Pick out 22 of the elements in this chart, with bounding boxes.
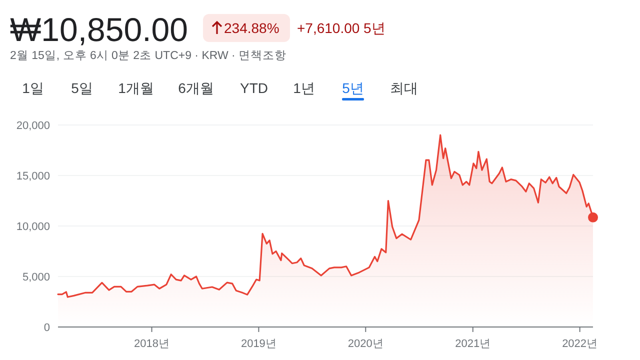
- text: 1개월: [118, 80, 154, 96]
- x-tick-label: 2020년: [348, 338, 384, 350]
- y-tick-label: 5,000: [22, 272, 50, 284]
- x-tick-label: 2022년: [562, 338, 598, 350]
- text: 6개월: [178, 80, 214, 96]
- text: +7,610.00 5년: [297, 20, 386, 36]
- y-tick-label: 0: [44, 322, 50, 334]
- text: 1일: [22, 80, 44, 96]
- text: 234.88%: [224, 20, 280, 36]
- chart-subtitle: 2월 15일, 오후 6시 0분 2초 UTC+9 · KRW · 면책조항: [10, 50, 287, 62]
- x-tick-label: 2019년: [240, 338, 276, 350]
- y-tick-label: 10,000: [16, 221, 50, 233]
- y-tick-label: 20,000: [16, 120, 50, 132]
- y-tick-label: 15,000: [16, 170, 50, 182]
- text: 5일: [71, 80, 93, 96]
- text: 최대: [390, 80, 418, 96]
- chart-title: ₩10,850.00: [10, 11, 188, 48]
- text: YTD: [240, 80, 268, 96]
- text: 5년: [342, 80, 364, 96]
- x-tick-label: 2021년: [455, 338, 491, 350]
- x-tick-label: 2018년: [134, 338, 170, 350]
- text: 1년: [293, 80, 315, 96]
